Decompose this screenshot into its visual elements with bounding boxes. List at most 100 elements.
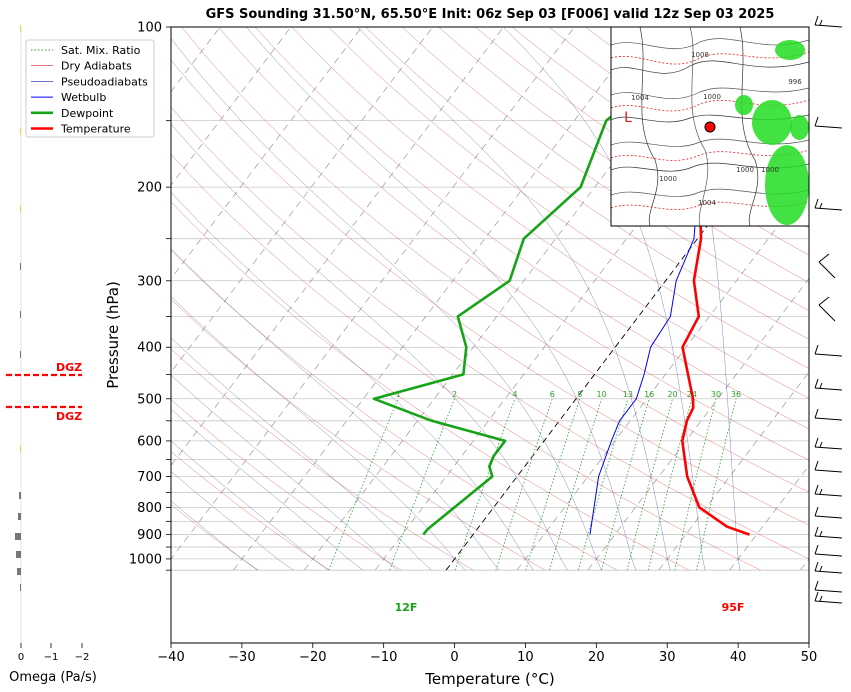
inset-contour-label: 1000 xyxy=(761,166,779,174)
omega-bar xyxy=(20,205,21,212)
inset-low-label: L xyxy=(624,110,632,126)
y-tick-label: 400 xyxy=(137,341,162,356)
y-tick-label: 1000 xyxy=(129,552,162,567)
isotherm-line xyxy=(171,27,504,467)
isotherm-line xyxy=(233,27,646,571)
pseudoadiabat-line xyxy=(171,500,259,571)
isotherm-line xyxy=(658,371,809,571)
pseudoadiabat-line xyxy=(171,295,466,571)
inset-contour xyxy=(739,27,759,226)
inset-contour xyxy=(611,87,809,100)
wind-barb xyxy=(818,253,836,279)
legend-label: Pseudoadiabats xyxy=(61,75,148,88)
inset-contour xyxy=(639,27,659,226)
y-tick-label: 500 xyxy=(137,392,162,407)
dgz-label-bottom: DGZ xyxy=(56,410,82,423)
y-tick-label: 200 xyxy=(137,181,162,196)
legend-label: Temperature xyxy=(60,123,131,136)
dry-adiabat-line xyxy=(328,27,809,369)
mixing-ratio-label: 8 xyxy=(577,390,582,399)
dry-adiabat-line xyxy=(171,451,330,571)
inset-map: 1008 1000 996 1000 1000 1004 1004 1000 L xyxy=(610,26,810,227)
omega-tick-1: −1 xyxy=(44,652,59,663)
y-tick-label: 600 xyxy=(137,434,162,449)
omega-bar xyxy=(19,492,21,499)
wind-barb xyxy=(814,408,843,421)
x-tick-label: 20 xyxy=(588,650,605,665)
inset-precip-area xyxy=(765,145,809,225)
omega-bar xyxy=(15,533,21,540)
mixing-ratio-label: 30 xyxy=(711,390,721,399)
dry-adiabat-line xyxy=(171,298,546,571)
wind-barb xyxy=(814,378,843,391)
inset-contour xyxy=(611,60,809,74)
wind-barb xyxy=(814,591,843,604)
wind-barb xyxy=(814,580,843,593)
y-tick-label: 900 xyxy=(137,528,162,543)
wind-barb xyxy=(814,15,843,28)
dry-adiabat-line xyxy=(171,504,258,571)
wind-barb xyxy=(818,296,836,322)
inset-contour-label: 1000 xyxy=(736,166,754,174)
wind-barb xyxy=(814,460,843,473)
wind-barb xyxy=(814,561,843,574)
inset-temperature-contour xyxy=(611,51,809,65)
wind-barb xyxy=(814,506,843,519)
omega-bar xyxy=(20,25,21,32)
dry-adiabat-line xyxy=(171,201,690,571)
mixing-ratio-line xyxy=(626,398,673,571)
chart-title: GFS Sounding 31.50°N, 65.50°E Init: 06z … xyxy=(206,7,775,22)
inset-precip-area xyxy=(790,115,809,140)
omega-bar xyxy=(17,568,21,575)
y-tick-label: 700 xyxy=(137,470,162,485)
x-tick-label: 30 xyxy=(659,650,676,665)
mixing-ratio-line xyxy=(549,398,602,571)
y-axis-ticks: 100 200 300 400 500 600 700 800 900 1000 xyxy=(129,21,171,571)
wind-barb xyxy=(814,198,843,211)
mixing-ratio-line xyxy=(601,398,650,571)
wind-barb xyxy=(814,116,843,129)
mixing-ratio-label: 20 xyxy=(667,390,677,399)
inset-precip-area xyxy=(752,100,792,145)
omega-tick-2: −2 xyxy=(75,652,90,663)
y-tick-label: 800 xyxy=(137,501,162,516)
dry-adiabat-line xyxy=(475,27,809,256)
y-axis-label: Pressure (hPa) xyxy=(104,281,122,389)
dry-adiabat-line xyxy=(843,27,851,570)
series-line-dewpoint xyxy=(372,27,725,536)
mixing-ratio-line xyxy=(696,398,737,571)
dry-adiabat-line xyxy=(438,27,809,283)
inset-location-marker xyxy=(704,121,716,133)
pseudoadiabat-line xyxy=(171,248,500,571)
pseudoadiabat-line xyxy=(503,27,706,571)
mixing-ratio-line xyxy=(525,398,581,571)
wind-barb xyxy=(814,544,843,557)
isotherm-line xyxy=(171,27,575,560)
isotherm-line xyxy=(516,184,809,571)
legend-label: Dry Adiabats xyxy=(61,60,132,73)
x-axis-ticks: −40 −30 −20 −10 0 10 20 30 40 50 xyxy=(157,643,817,665)
inset-precip-area xyxy=(735,95,753,115)
inset-contour-label: 1008 xyxy=(691,51,709,59)
omega-panel: DGZ DGZ 0 −1 −2 Omega (Pa/s) xyxy=(6,25,97,685)
legend-label: Dewpoint xyxy=(61,107,114,120)
pseudoadiabat-line xyxy=(655,27,741,571)
mixing-ratio-label: 10 xyxy=(597,390,607,399)
dry-adiabat-line xyxy=(401,27,809,312)
x-tick-label: 0 xyxy=(450,650,458,665)
surface-dewpoint-label: 12F xyxy=(395,601,418,614)
isotherm-line xyxy=(445,90,809,571)
omega-bar xyxy=(18,513,21,520)
omega-bar xyxy=(20,263,21,270)
surface-temperature-label: 95F xyxy=(722,601,745,614)
y-tick-label: 300 xyxy=(137,274,162,289)
pseudoadiabat-line xyxy=(171,123,568,571)
mixing-ratio-label: 16 xyxy=(644,390,654,399)
omega-bar xyxy=(16,551,21,558)
x-tick-label: 50 xyxy=(801,650,818,665)
dry-adiabat-line xyxy=(254,27,809,430)
legend-label: Sat. Mix. Ratio xyxy=(61,44,141,57)
mixing-ratio-line xyxy=(454,398,516,571)
dry-adiabat-line xyxy=(171,249,618,571)
